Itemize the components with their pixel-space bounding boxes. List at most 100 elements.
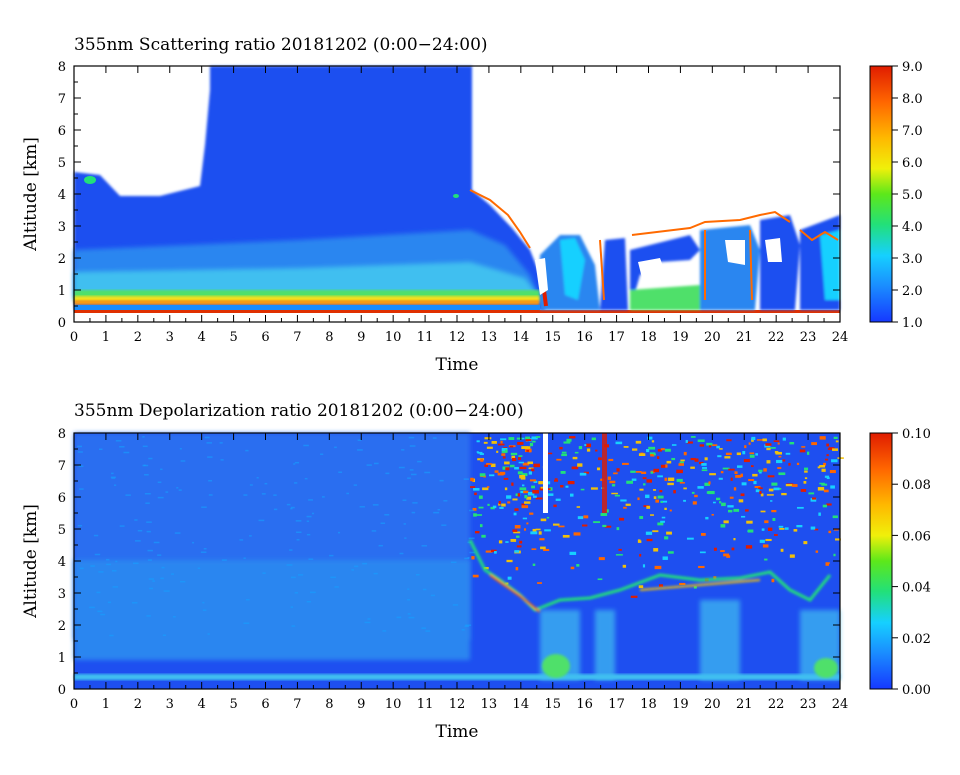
noise-speckle [479,524,483,528]
noise-speckle [740,473,743,477]
noise-speckle [828,447,835,449]
noise-speckle [622,564,627,568]
noise-speckle [296,531,302,534]
noise-speckle [578,446,583,450]
x-tick-label: 10 [385,697,402,712]
noise-speckle [734,471,738,475]
noise-speckle [552,523,560,526]
noise-speckle [727,505,734,508]
noise-speckle [643,483,646,486]
noise-speckle [827,448,832,450]
colorbar-tick-label: 0.08 [902,478,931,493]
x-tick-label: 14 [513,697,530,712]
colorbar-tick-label: 6.0 [902,156,923,171]
noise-speckle [639,516,644,519]
noise-speckle [632,448,638,451]
noise-speckle [832,515,838,519]
noise-speckle [711,444,718,447]
noise-speckle [796,524,803,528]
noise-speckle [109,634,114,637]
x-axis: 0 1 2 3 4 5 6 7 8 9 10 11 12 13 14 15 16 17 18 19 20 21 22 23 24 [70,66,848,345]
noise-speckle [758,469,763,472]
noise-speckle [501,503,506,507]
noise-speckle [321,496,325,498]
noise-speckle [605,509,609,513]
noise-speckle [290,506,295,509]
noise-speckle [829,470,836,474]
noise-speckle [771,578,775,583]
noise-speckle [522,462,530,466]
noise-speckle [354,565,359,568]
noise-speckle [819,464,826,468]
noise-speckle [483,441,488,444]
noise-speckle [273,494,277,496]
noise-speckle [660,448,665,451]
noise-speckle [507,501,511,504]
noise-speckle [498,500,501,505]
noise-speckle [372,504,379,506]
noise-speckle [782,437,786,441]
y-tick-label: 4 [58,188,66,203]
noise-speckle [207,456,213,458]
noise-speckle [478,506,484,509]
x-tick-label: 8 [325,330,333,345]
noise-speckle [751,436,756,441]
noise-speckle [206,442,212,444]
noise-speckle [654,565,662,570]
noise-speckle [286,564,293,566]
noise-speckle [723,553,730,557]
noise-speckle [595,449,598,452]
noise-speckle [111,477,116,479]
noise-speckle [131,602,138,604]
noise-speckle [532,495,537,498]
noise-speckle [484,464,488,467]
noise-speckle [765,443,772,446]
noise-speckle [533,463,541,468]
noise-speckle [773,487,780,491]
noise-speckle [751,465,754,468]
noise-speckle [646,505,651,509]
x-tick-label: 13 [481,697,498,712]
noise-speckle [545,488,551,490]
noise-speckle [716,445,720,449]
noise-speckle [249,484,253,486]
noise-speckle [494,551,497,554]
noise-speckle [357,439,362,441]
noise-speckle [614,494,620,497]
noise-speckle [657,522,664,526]
noise-speckle [598,457,602,461]
y-tick-label: 2 [58,619,66,634]
noise-speckle [706,442,713,446]
noise-speckle [616,468,620,472]
noise-speckle [477,451,483,454]
x-tick-label: 4 [198,697,206,712]
noise-speckle [294,482,298,484]
noise-speckle [291,625,296,627]
noise-speckle [650,514,654,516]
noise-speckle [430,594,436,597]
noise-speckle [826,454,829,457]
x-tick-label: 22 [768,330,785,345]
x-tick-label: 7 [293,697,301,712]
noise-speckle [806,451,810,455]
noise-speckle [615,441,623,445]
noise-speckle [98,571,104,573]
noise-speckle [527,461,534,465]
noise-speckle [540,518,547,522]
noise-speckle [407,613,411,615]
noise-speckle [826,477,830,480]
noise-speckle [290,606,294,608]
noise-speckle [523,490,529,494]
noise-speckle [784,527,789,530]
noise-speckle [432,437,437,439]
noise-speckle [611,492,618,495]
colorbar-tick-label: 5.0 [902,188,923,203]
x-tick-label: 0 [70,697,78,712]
noise-speckle [261,493,266,495]
noise-speckle [667,551,674,554]
noise-speckle [759,471,762,474]
noise-speckle [469,551,476,554]
noise-speckle [110,476,116,479]
y-tick-label: 0 [58,683,66,698]
noise-speckle [618,548,622,551]
